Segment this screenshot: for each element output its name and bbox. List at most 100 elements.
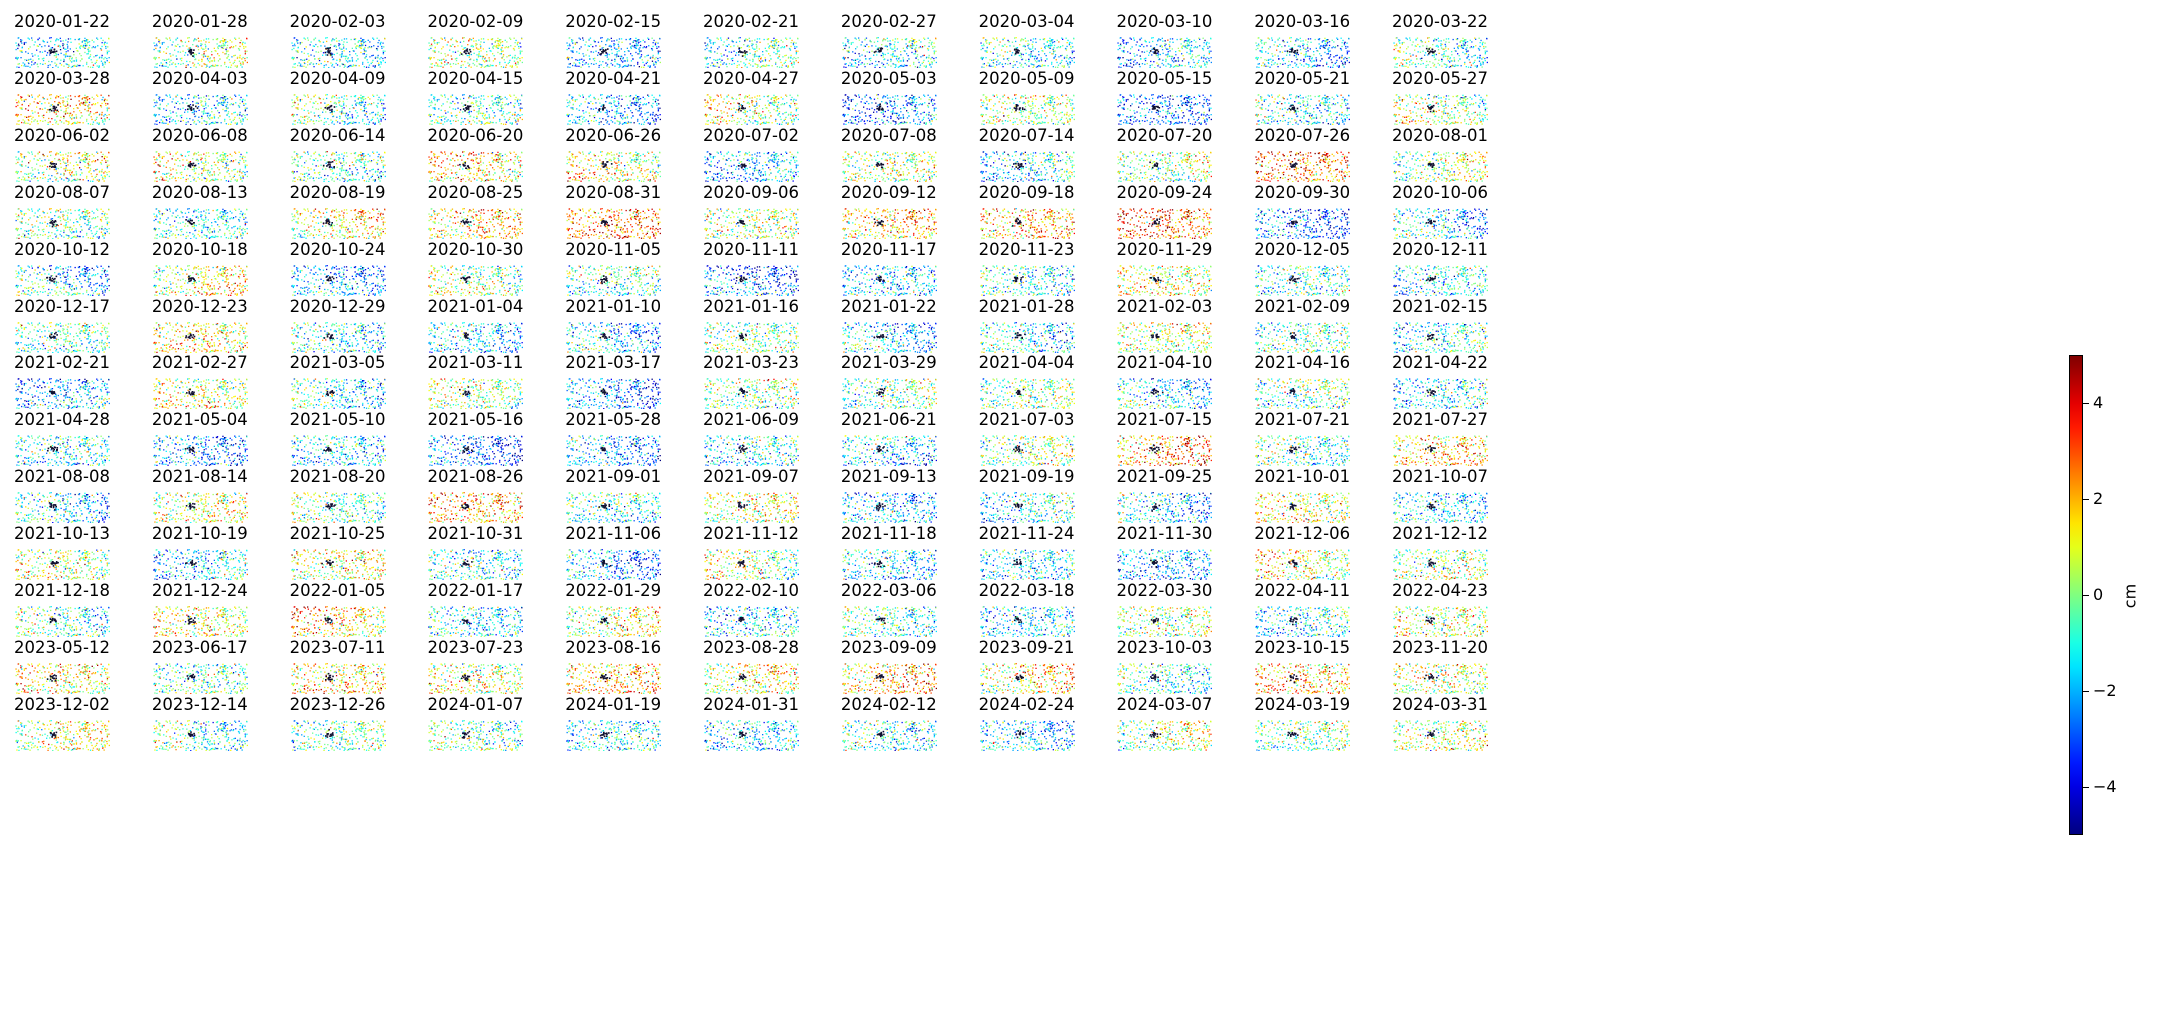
map-point <box>21 42 23 44</box>
map-point <box>1200 65 1203 67</box>
map-point <box>1005 46 1007 48</box>
map-point <box>31 53 33 55</box>
map-point <box>318 41 321 43</box>
map-point <box>175 95 177 97</box>
map-point <box>193 120 195 122</box>
map-point <box>356 58 359 60</box>
map-point <box>613 43 615 45</box>
map-point <box>1056 39 1058 41</box>
map-point <box>1309 58 1311 60</box>
map-point <box>434 108 437 110</box>
map-point <box>720 53 722 55</box>
map-point <box>1313 54 1315 56</box>
map-point <box>79 53 81 55</box>
map-point <box>210 65 212 67</box>
map-point <box>41 46 43 48</box>
map-point <box>441 115 443 118</box>
map-point <box>881 62 883 64</box>
map-point <box>332 115 334 117</box>
map-point <box>372 38 374 40</box>
map-point <box>1307 67 1309 68</box>
map-point <box>216 94 218 97</box>
map-point <box>930 61 932 63</box>
map-point <box>639 57 641 59</box>
map-point <box>1481 61 1484 63</box>
map-point <box>200 100 202 102</box>
map-point <box>928 45 930 48</box>
map-point <box>92 121 95 123</box>
map-point <box>200 60 203 63</box>
map-point <box>1409 37 1411 39</box>
map-point <box>1330 66 1332 68</box>
map-point <box>858 53 860 55</box>
reference-point <box>879 47 882 50</box>
map-point <box>451 115 453 117</box>
map-point <box>1394 66 1396 68</box>
map-point <box>647 59 649 62</box>
map-point <box>1207 47 1209 49</box>
map-point <box>200 104 202 106</box>
map-point <box>1063 57 1065 59</box>
map-point <box>1330 59 1333 61</box>
map-point <box>238 114 241 116</box>
map-point <box>572 42 574 44</box>
map-point <box>480 41 482 43</box>
map-point <box>854 52 856 54</box>
map-point <box>1126 63 1128 65</box>
map-point <box>229 47 231 49</box>
map-point <box>51 47 54 49</box>
map-point <box>460 66 463 68</box>
map-point <box>225 107 227 109</box>
map-point <box>429 66 431 68</box>
map-point <box>991 65 994 67</box>
map-point <box>567 45 569 47</box>
map-point <box>86 39 88 41</box>
map-point <box>1052 51 1054 53</box>
map-point <box>1396 45 1398 47</box>
map-point <box>764 57 766 59</box>
map-point <box>607 38 609 40</box>
map-point <box>327 67 329 68</box>
map-point <box>31 118 33 120</box>
map-point <box>635 37 637 39</box>
map-point <box>341 107 343 110</box>
map-point <box>158 99 161 101</box>
map-point <box>106 52 109 54</box>
map-point <box>749 52 751 54</box>
map-point <box>94 46 97 48</box>
map-point <box>192 40 195 42</box>
map-point <box>1256 66 1258 68</box>
map-point <box>763 38 765 41</box>
map-point <box>42 39 44 42</box>
map-point <box>360 45 362 47</box>
map-point <box>74 65 76 67</box>
map-point <box>55 39 57 41</box>
map-point <box>1283 41 1285 43</box>
map-point <box>712 65 715 67</box>
map-point <box>1182 45 1184 47</box>
map-point <box>165 104 168 107</box>
map-point <box>1424 41 1427 43</box>
reference-point <box>607 48 609 50</box>
map-point <box>743 62 745 64</box>
reference-point <box>1153 47 1155 50</box>
map-point <box>462 64 465 66</box>
map-point <box>348 117 350 119</box>
map-point <box>588 45 591 47</box>
map-point <box>367 39 369 41</box>
map-point <box>725 45 727 47</box>
map-point <box>481 122 483 124</box>
map-point <box>371 37 373 39</box>
map-point <box>1156 54 1158 57</box>
map-point <box>738 37 740 39</box>
map-point <box>441 48 443 50</box>
map-point <box>101 111 103 113</box>
map-point <box>338 122 341 124</box>
map-point <box>481 38 483 40</box>
map-point <box>353 38 356 41</box>
map-point <box>352 64 354 66</box>
map-point <box>710 50 712 52</box>
map-point <box>1207 61 1209 63</box>
map-point <box>238 117 240 119</box>
map-point <box>192 62 194 64</box>
